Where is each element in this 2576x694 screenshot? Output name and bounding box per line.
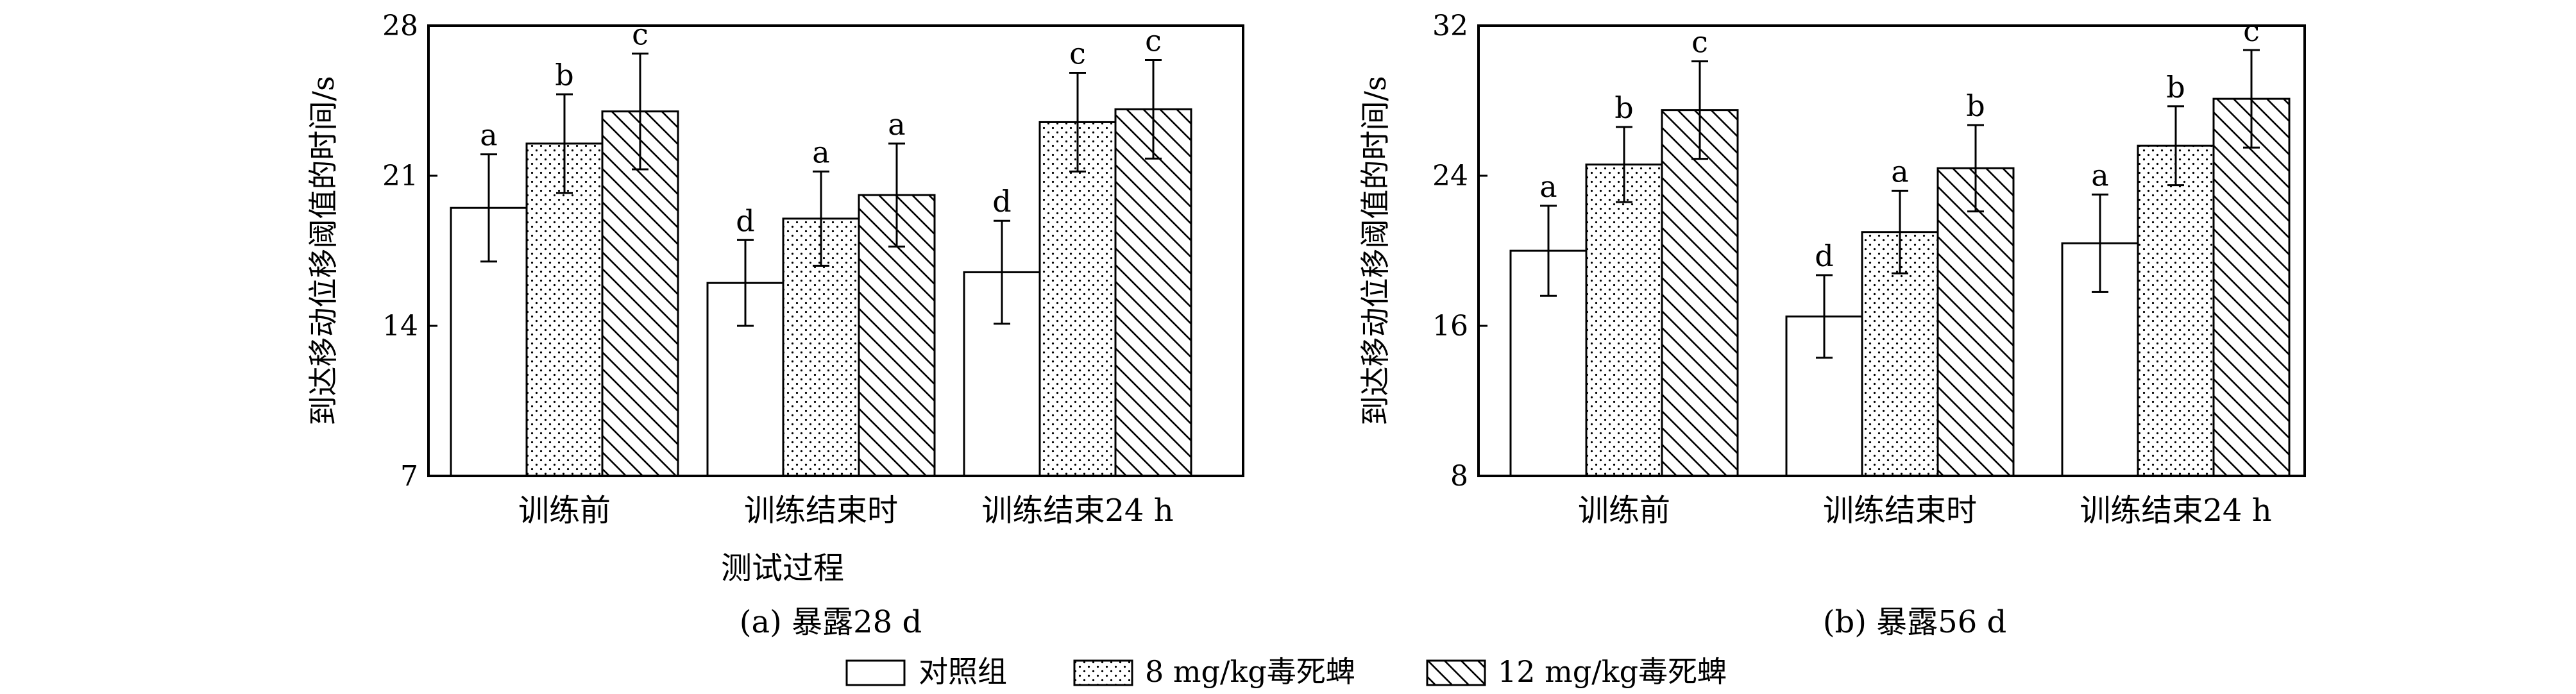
panel-a-ytick-label-3: 28 [382, 10, 418, 42]
panel-a-sig-label-control-2: d [992, 184, 1011, 219]
panel-b-ytick-label-1: 16 [1432, 310, 1468, 343]
panel-b-caption: (b) 暴露56 d [1823, 604, 2007, 640]
panel-a-ytick-label-0: 7 [400, 460, 418, 493]
panel-b-category-label-0: 训练前 [1578, 493, 1670, 529]
panel-a-y-ticks: 7 14 21 28 [382, 10, 437, 493]
panel-a-sig-label-12mg-1: a [888, 107, 905, 142]
panel-a-categories: 训练前 训练结束时 训练结束24 h [518, 493, 1174, 529]
panel-a-caption: (a) 暴露28 d [740, 604, 922, 640]
legend-swatch-8mg [1073, 659, 1133, 686]
panel-a-bar-8mg-2 [1038, 121, 1117, 477]
panel-b-sig-label-12mg-1: b [1966, 89, 1985, 123]
panel-a-y-axis-label: 到达移动位移阈值的时间/s [306, 76, 341, 425]
panel-b-sig-label-8mg-1: a [1891, 154, 1908, 189]
panel-a-sig-label-12mg-0: c [632, 17, 648, 51]
panel-a: a b c d a a d c c 7 14 21 28 训练前 训练结束时 训练结束24 h 到达移动位… [306, 10, 1244, 640]
panel-b-bar-12mg-2 [2212, 97, 2291, 477]
panel-b-plot-frame [1477, 24, 2306, 477]
panel-b-y-ticks: 8 16 24 32 [1432, 10, 1487, 493]
panel-b-ytick-label-0: 8 [1450, 460, 1468, 493]
legend-label-8mg: 8 mg/kg毒死蜱 [1145, 654, 1355, 689]
panel-a-sig-label-8mg-2: c [1069, 37, 1086, 71]
panel-a-marks: a b c d a a d c c [450, 17, 1192, 477]
panel-a-sig-label-control-1: d [736, 203, 754, 238]
panel-a-sig-label-control-0: a [480, 118, 497, 153]
panel-b-sig-label-control-1: d [1815, 239, 1833, 273]
panel-a-sig-label-8mg-1: a [812, 135, 829, 169]
panel-b-category-label-2: 训练结束24 h [2080, 493, 2271, 529]
panel-a-x-axis-label: 测试过程 [721, 550, 844, 586]
panel-b-bar-12mg-0 [1661, 109, 1739, 477]
panel-b-sig-label-12mg-0: c [1691, 25, 1708, 60]
panel-b-sig-label-control-0: a [1539, 169, 1557, 204]
panel-a-category-label-1: 训练结束时 [744, 493, 898, 529]
panel-b-sig-label-12mg-2: c [2243, 13, 2260, 48]
panel-b-sig-label-control-2: a [2091, 158, 2108, 192]
panel-a-bar-12mg-0 [601, 110, 679, 477]
panel-b-category-label-1: 训练结束时 [1823, 493, 1977, 529]
panel-a-sig-label-8mg-0: b [555, 58, 573, 92]
panel-b-sig-label-8mg-0: b [1614, 90, 1633, 125]
legend-swatch-12mg [1426, 659, 1486, 686]
panel-a-category-label-0: 训练前 [518, 493, 611, 529]
panel-a-bar-12mg-2 [1114, 108, 1192, 477]
panel-b-categories: 训练前 训练结束时 训练结束24 h [1578, 493, 2272, 529]
panel-b-bar-8mg-2 [2137, 144, 2215, 477]
legend-label-control: 对照组 [919, 654, 1007, 689]
panel-b-ytick-label-3: 32 [1432, 10, 1468, 42]
panel-a-ytick-label-2: 21 [382, 160, 418, 192]
panel-b-y-axis-label: 到达移动位移阈值的时间/s [1358, 76, 1393, 425]
panel-b-sig-label-8mg-2: b [2166, 70, 2185, 105]
legend-label-12mg: 12 mg/kg毒死蜱 [1498, 654, 1727, 689]
panel-b-ytick-label-2: 24 [1432, 160, 1468, 192]
panel-a-category-label-2: 训练结束24 h [981, 493, 1173, 529]
panel-b: a b c d a b a b c 8 16 24 32 训练前 训练结束时 训练结束24 h 到达移动位… [1358, 10, 2306, 640]
legend: 对照组 8 mg/kg毒死蜱 12 mg/kg毒死蜱 [845, 654, 1727, 689]
panel-b-bar-12mg-1 [1936, 167, 2015, 477]
legend-swatch-control [845, 659, 906, 686]
panel-b-bar-8mg-0 [1585, 163, 1663, 477]
panel-a-sig-label-12mg-2: c [1145, 23, 1162, 58]
panel-b-marks: a b c d a b a b c [1509, 13, 2291, 477]
panel-a-plot-frame [427, 24, 1244, 477]
panel-a-ytick-label-1: 14 [382, 310, 418, 343]
